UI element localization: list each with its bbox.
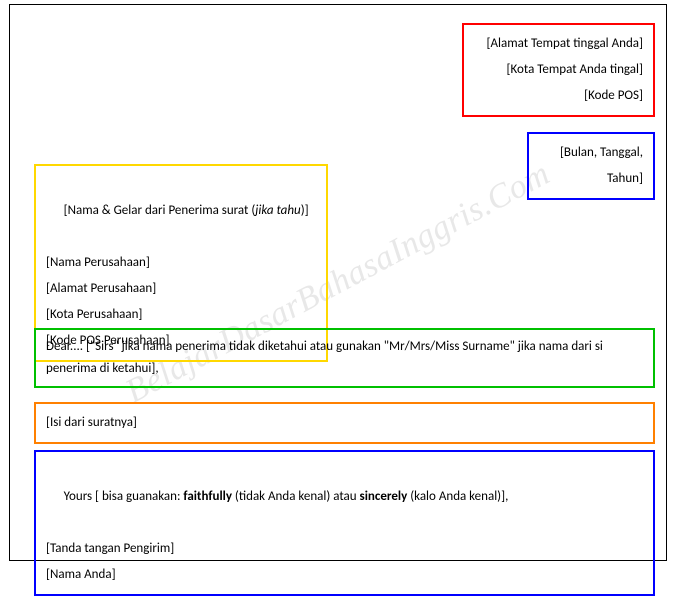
closing-bold2: sincerely	[360, 489, 408, 504]
recipient-name-italic: jika tahu	[255, 203, 300, 218]
closing-signature: [Tanda tangan Pengirim]	[46, 536, 643, 562]
recipient-name-suffix: )]	[301, 203, 309, 218]
date-box: [Bulan, Tanggal, Tahun]	[527, 132, 655, 200]
recipient-address: [Alamat Perusahaan]	[46, 276, 316, 302]
sender-postcode: [Kode POS]	[474, 83, 643, 109]
greeting-text: Dear.... ["Sirs" jika nama penerima tida…	[46, 336, 643, 380]
closing-c: (kalo Anda kenal)],	[407, 489, 508, 504]
closing-yours-line: Yours [ bisa guanakan: faithfully (tidak…	[46, 458, 643, 536]
closing-box: Yours [ bisa guanakan: faithfully (tidak…	[34, 450, 655, 596]
date-text: [Bulan, Tanggal, Tahun]	[539, 140, 643, 192]
sender-address: [Alamat Tempat tinggal Anda]	[474, 31, 643, 57]
sender-city: [Kota Tempat Anda tingal]	[474, 57, 643, 83]
recipient-name-title: [Nama & Gelar dari Penerima surat (jika …	[46, 172, 316, 250]
closing-bold1: faithfully	[183, 489, 232, 504]
closing-a: Yours [ bisa guanakan:	[64, 489, 184, 504]
body-text: [Isi dari suratnya]	[46, 410, 643, 436]
greeting-box: Dear.... ["Sirs" jika nama penerima tida…	[34, 328, 655, 388]
recipient-city: [Kota Perusahaan]	[46, 302, 316, 328]
body-box: [Isi dari suratnya]	[34, 402, 655, 444]
sender-address-box: [Alamat Tempat tinggal Anda] [Kota Tempa…	[462, 23, 655, 117]
closing-b: (tidak Anda kenal) atau	[232, 489, 360, 504]
letter-page: BelajarDasarBahasaInggris.Com [Alamat Te…	[9, 4, 667, 561]
recipient-name-prefix: [Nama & Gelar dari Penerima surat (	[64, 203, 256, 218]
recipient-company: [Nama Perusahaan]	[46, 250, 316, 276]
closing-name: [Nama Anda]	[46, 562, 643, 588]
